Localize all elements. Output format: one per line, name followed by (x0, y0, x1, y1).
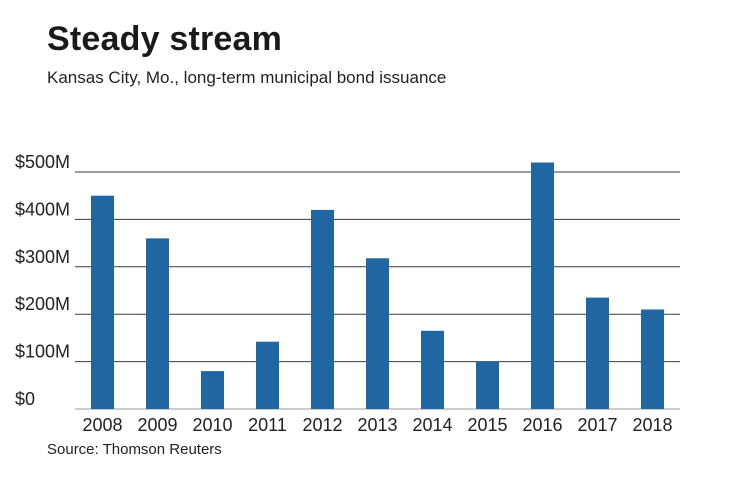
bar-2010 (201, 371, 224, 409)
y-tick-label: $400M (15, 199, 70, 219)
y-tick-label: $100M (15, 342, 70, 362)
bar-2016 (531, 162, 554, 409)
x-tick-label: 2016 (522, 415, 562, 435)
chart-subtitle: Kansas City, Mo., long-term municipal bo… (47, 68, 447, 87)
bar-2013 (366, 258, 389, 409)
x-tick-label: 2015 (467, 415, 507, 435)
y-tick-label: $200M (15, 294, 70, 314)
x-tick-label: 2010 (192, 415, 232, 435)
x-tick-label: 2017 (577, 415, 617, 435)
y-tick-label: $300M (15, 247, 70, 267)
x-tick-label: 2012 (302, 415, 342, 435)
bar-2012 (311, 209, 334, 409)
x-tick-label: 2009 (137, 415, 177, 435)
bar-2018 (641, 309, 664, 409)
bar-2009 (146, 238, 169, 409)
bar-2015 (476, 361, 499, 409)
x-tick-label: 2018 (632, 415, 672, 435)
x-tick-label: 2008 (82, 415, 122, 435)
bar-2011 (256, 341, 279, 409)
y-tick-label: $500M (15, 152, 70, 172)
x-tick-label: 2014 (412, 415, 452, 435)
bar-2014 (421, 330, 444, 409)
x-tick-label: 2011 (248, 415, 287, 435)
bar-2008 (91, 195, 114, 409)
y-tick-label: $0 (15, 389, 35, 409)
bar-2017 (586, 297, 609, 409)
source-note: Source: Thomson Reuters (47, 441, 222, 458)
chart-title: Steady stream (47, 20, 283, 58)
y-axis-tick-labels: $0 $100M $200M $300M $400M $500M (15, 152, 70, 409)
x-tick-label: 2013 (357, 415, 397, 435)
x-axis-tick-labels: 2008 2009 2010 2011 2012 2013 2014 2015 2016 2017… (82, 415, 672, 435)
bars (91, 162, 664, 409)
